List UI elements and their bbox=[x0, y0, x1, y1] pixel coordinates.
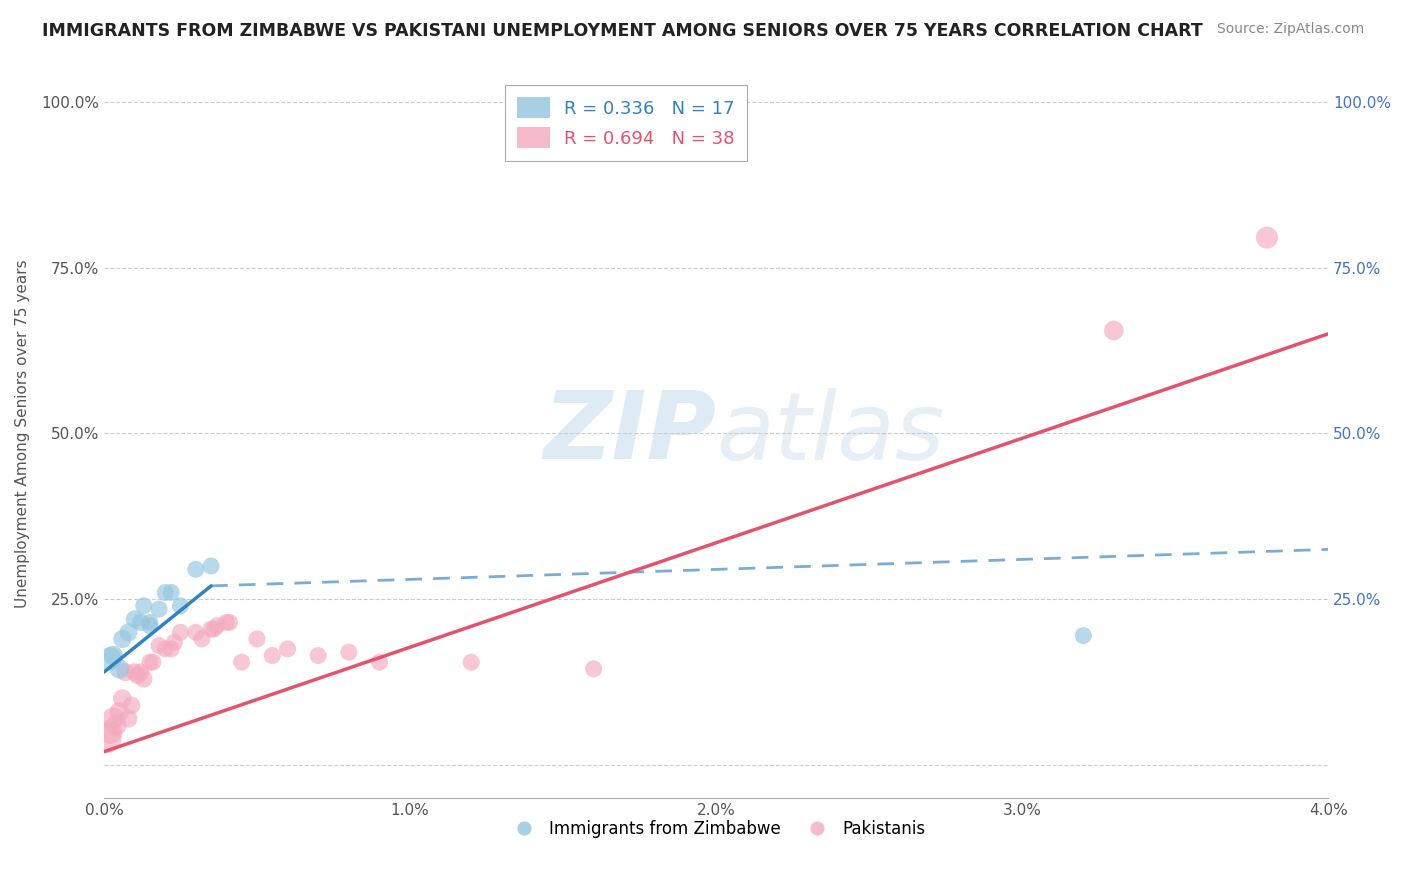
Text: IMMIGRANTS FROM ZIMBABWE VS PAKISTANI UNEMPLOYMENT AMONG SENIORS OVER 75 YEARS C: IMMIGRANTS FROM ZIMBABWE VS PAKISTANI UN… bbox=[42, 22, 1204, 40]
Point bbox=[191, 632, 214, 646]
Point bbox=[117, 712, 139, 726]
Point bbox=[121, 698, 143, 713]
Point bbox=[117, 625, 139, 640]
Y-axis label: Unemployment Among Seniors over 75 years: Unemployment Among Seniors over 75 years bbox=[15, 259, 30, 607]
Point bbox=[153, 641, 176, 656]
Point bbox=[105, 718, 128, 732]
Point bbox=[127, 668, 149, 682]
Text: ZIP: ZIP bbox=[543, 387, 716, 479]
Point bbox=[124, 665, 146, 679]
Point bbox=[368, 655, 391, 669]
Text: atlas: atlas bbox=[716, 388, 945, 479]
Point bbox=[132, 599, 155, 613]
Point bbox=[124, 612, 146, 626]
Point bbox=[148, 639, 170, 653]
Point bbox=[108, 705, 131, 719]
Point bbox=[114, 665, 136, 679]
Point bbox=[111, 691, 134, 706]
Legend: Immigrants from Zimbabwe, Pakistanis: Immigrants from Zimbabwe, Pakistanis bbox=[501, 814, 932, 845]
Point bbox=[169, 625, 191, 640]
Point bbox=[139, 615, 162, 630]
Point bbox=[262, 648, 284, 663]
Point bbox=[96, 731, 118, 746]
Point bbox=[169, 599, 191, 613]
Point bbox=[163, 635, 186, 649]
Point bbox=[246, 632, 269, 646]
Point bbox=[160, 641, 183, 656]
Text: Source: ZipAtlas.com: Source: ZipAtlas.com bbox=[1216, 22, 1364, 37]
Point bbox=[460, 655, 482, 669]
Point bbox=[129, 665, 152, 679]
Point bbox=[111, 632, 134, 646]
Point bbox=[1102, 324, 1125, 338]
Point bbox=[200, 559, 222, 574]
Point bbox=[1071, 629, 1094, 643]
Point bbox=[218, 615, 240, 630]
Point bbox=[231, 655, 253, 669]
Point bbox=[98, 652, 121, 666]
Point bbox=[307, 648, 329, 663]
Point bbox=[205, 618, 228, 632]
Point bbox=[132, 672, 155, 686]
Point bbox=[337, 645, 360, 659]
Point bbox=[129, 615, 152, 630]
Point bbox=[200, 622, 222, 636]
Point bbox=[139, 655, 162, 669]
Point bbox=[184, 625, 207, 640]
Point bbox=[153, 585, 176, 599]
Point bbox=[142, 655, 165, 669]
Point bbox=[582, 662, 605, 676]
Point bbox=[101, 712, 124, 726]
Point bbox=[108, 662, 131, 676]
Point bbox=[184, 562, 207, 576]
Point bbox=[202, 622, 225, 636]
Point bbox=[148, 602, 170, 616]
Point bbox=[98, 724, 121, 739]
Point bbox=[215, 615, 238, 630]
Point bbox=[160, 585, 183, 599]
Point bbox=[1256, 230, 1278, 244]
Point bbox=[277, 641, 299, 656]
Point bbox=[101, 648, 124, 663]
Point bbox=[139, 618, 162, 632]
